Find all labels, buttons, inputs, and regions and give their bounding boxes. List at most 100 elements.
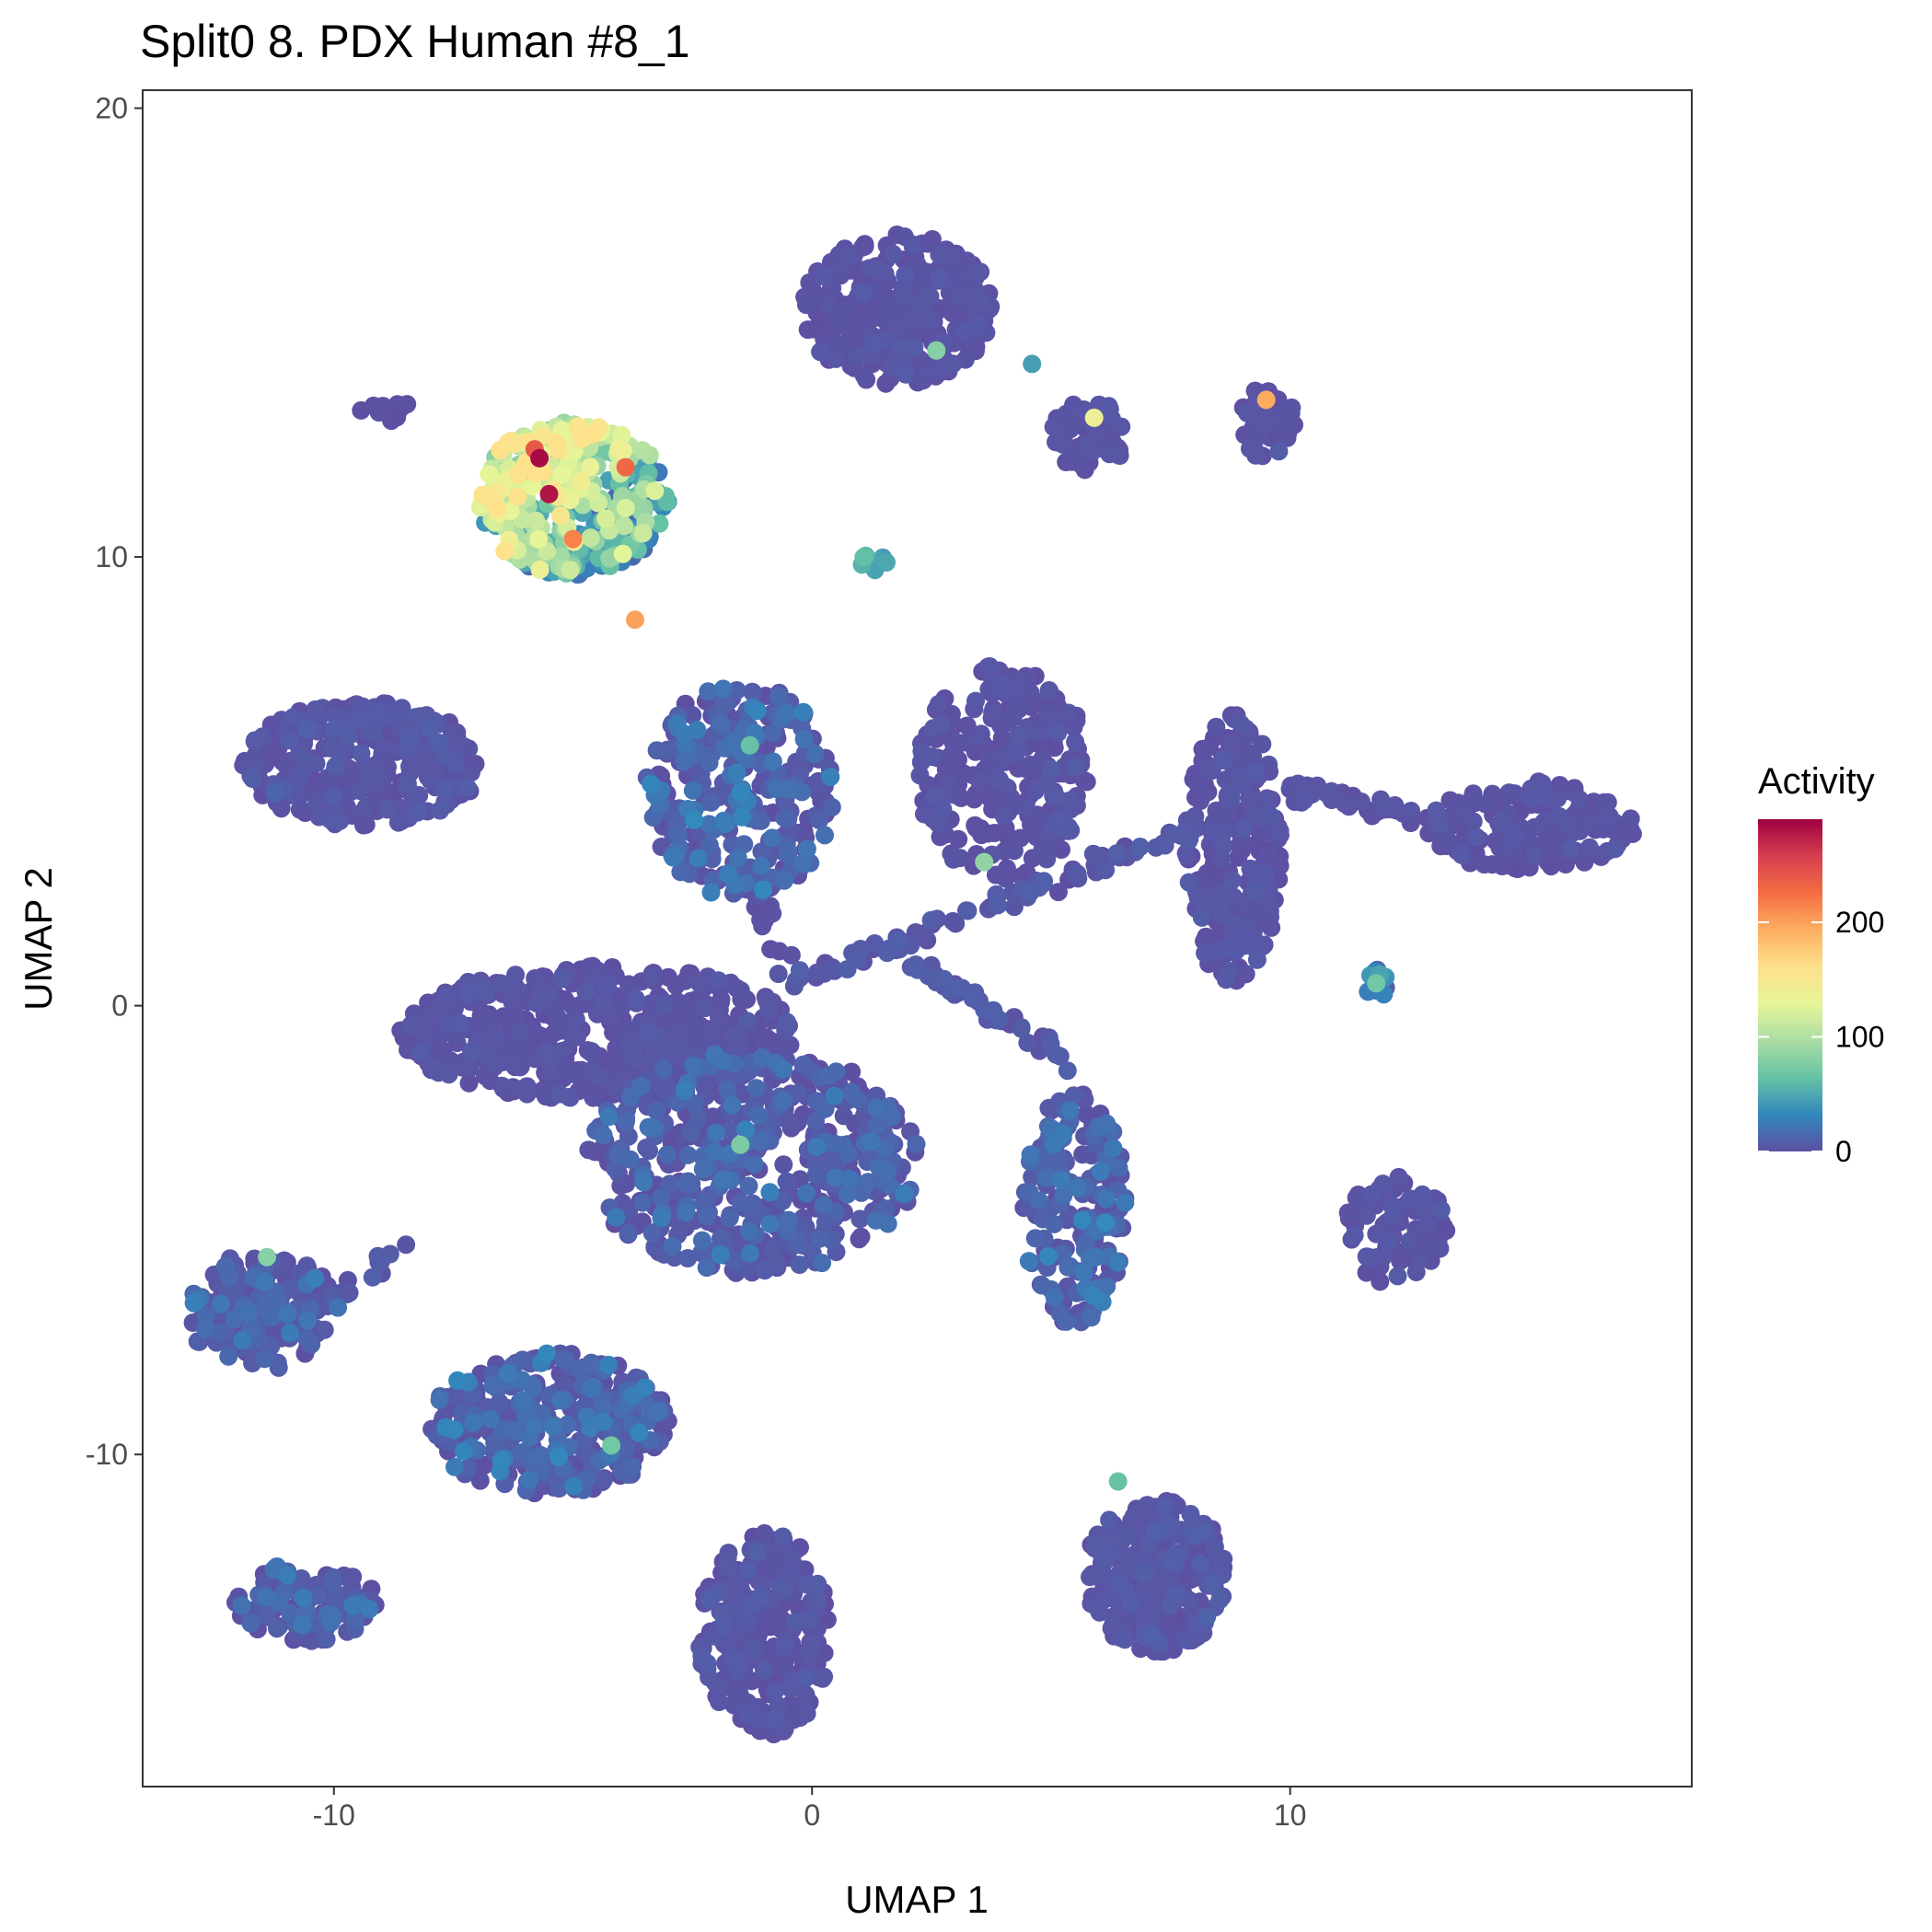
- cell-point: [754, 880, 772, 899]
- cell-point: [891, 323, 910, 342]
- cell-point: [1083, 1286, 1103, 1305]
- cell-point: [579, 1140, 598, 1160]
- cell-point: [599, 1355, 619, 1374]
- cell-point: [1068, 864, 1087, 884]
- cell-point: [790, 961, 809, 980]
- cell-point: [508, 487, 527, 506]
- cell-point: [834, 1106, 853, 1126]
- cell-point: [490, 1393, 509, 1412]
- cell-point: [878, 296, 897, 316]
- cell-point: [1382, 1197, 1402, 1216]
- cell-point: [682, 1123, 701, 1142]
- cell-point: [1064, 1086, 1083, 1105]
- cell-point: [232, 1596, 251, 1615]
- cell-point: [370, 702, 389, 722]
- cell-point: [766, 1709, 785, 1729]
- cell-point: [821, 768, 840, 787]
- cell-point: [1100, 1510, 1119, 1530]
- cell-point: [688, 1109, 708, 1128]
- cell-point: [1004, 897, 1024, 917]
- cell-point: [1207, 717, 1226, 736]
- cell-point: [709, 971, 728, 990]
- cell-point: [1259, 755, 1278, 774]
- cell-point: [851, 1227, 871, 1246]
- cell-point: [749, 1106, 769, 1126]
- cell-point: [1245, 881, 1265, 900]
- cell-point: [745, 1154, 764, 1174]
- cell-point: [1176, 1630, 1196, 1649]
- cell-point: [598, 978, 618, 997]
- cell-point: [302, 1631, 321, 1650]
- cell-point: [1302, 784, 1322, 804]
- cell-point: [509, 1022, 528, 1041]
- cell-point: [1081, 1568, 1099, 1587]
- cell-point: [1214, 751, 1233, 769]
- cell-point: [681, 1004, 700, 1024]
- cell-point: [921, 910, 941, 930]
- cell-point: [739, 1221, 758, 1241]
- cell-point: [572, 472, 591, 492]
- cell-point: [696, 999, 715, 1018]
- cell-point: [660, 1174, 679, 1194]
- cell-point: [700, 1668, 719, 1687]
- cell-point: [293, 1615, 312, 1635]
- cell-point: [431, 801, 450, 820]
- cell-point: [233, 1331, 252, 1350]
- cell-point: [920, 312, 940, 331]
- cell-point: [1086, 1247, 1105, 1267]
- cell-point: [1240, 789, 1258, 808]
- cell-point: [1245, 762, 1265, 781]
- cell-point: [581, 457, 600, 477]
- cell-point: [550, 1391, 570, 1410]
- cell-point: [1121, 1593, 1140, 1613]
- cell-point: [689, 974, 709, 993]
- cell-point: [647, 741, 666, 760]
- cell-point: [718, 1557, 737, 1577]
- cell-point: [730, 1684, 749, 1704]
- cell-point: [907, 1134, 926, 1153]
- cell-point: [654, 1060, 673, 1079]
- cell-point: [480, 1009, 499, 1028]
- cell-point: [1600, 807, 1619, 826]
- cell-point: [577, 1469, 596, 1488]
- cell-point: [528, 1447, 548, 1466]
- cell-point: [868, 1116, 887, 1135]
- cell-point: [1475, 855, 1494, 874]
- cell-point: [1621, 809, 1640, 828]
- cell-point: [1166, 1584, 1186, 1603]
- cell-point: [842, 1062, 862, 1082]
- cell-point: [761, 940, 781, 959]
- cell-point: [269, 1358, 288, 1377]
- cell-point: [811, 342, 830, 362]
- colorbar: [1758, 819, 1822, 1151]
- cell-point: [1163, 1552, 1183, 1571]
- plot-panel-border: [142, 89, 1693, 1787]
- cell-point: [278, 1304, 297, 1324]
- cell-point: [515, 455, 535, 474]
- cell-point: [737, 1704, 757, 1723]
- cell-point: [594, 1398, 613, 1417]
- cell-point: [957, 716, 977, 735]
- cell-point: [595, 1470, 613, 1489]
- cell-point: [719, 1544, 738, 1563]
- cell-point: [514, 1079, 533, 1098]
- cell-point: [1413, 1185, 1432, 1204]
- cell-point: [1107, 844, 1127, 863]
- cell-point: [635, 1378, 654, 1397]
- cell-point: [1004, 841, 1024, 861]
- cell-point: [566, 1010, 585, 1029]
- cell-point: [760, 1214, 780, 1233]
- cell-point: [769, 688, 789, 706]
- cell-point: [1400, 1232, 1419, 1251]
- x-tick-label: -10: [313, 1799, 355, 1832]
- cell-point: [262, 1308, 282, 1327]
- cell-point: [1244, 922, 1263, 942]
- cell-point: [755, 1660, 773, 1680]
- cell-point: [550, 1479, 569, 1498]
- cell-point: [995, 807, 1013, 827]
- cell-point: [339, 726, 358, 746]
- cell-point: [258, 1247, 277, 1267]
- cell-point: [823, 958, 842, 978]
- cell-point: [1067, 445, 1086, 465]
- cell-point: [1053, 434, 1072, 454]
